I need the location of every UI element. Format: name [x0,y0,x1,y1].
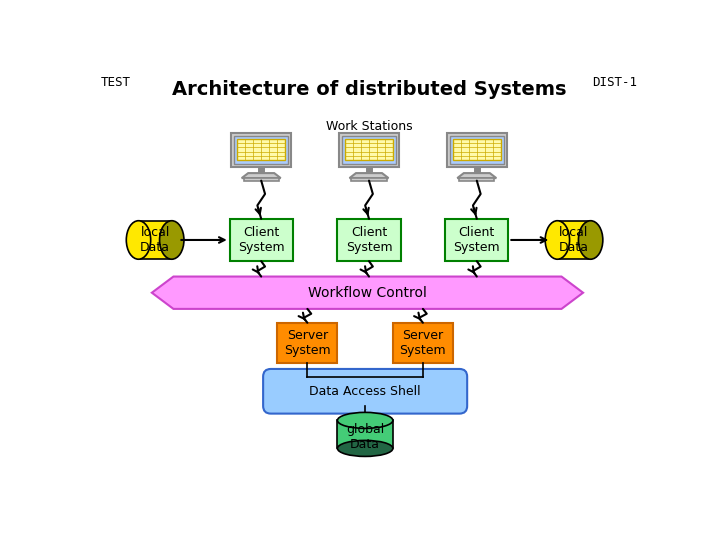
FancyBboxPatch shape [230,219,293,261]
Polygon shape [138,221,172,259]
Text: Architecture of distributed Systems: Architecture of distributed Systems [172,80,566,99]
Text: Client
System: Client System [238,226,284,254]
FancyBboxPatch shape [238,139,285,160]
Ellipse shape [578,221,603,259]
Text: local
Data: local Data [140,226,170,254]
Text: TEST: TEST [101,76,131,89]
Polygon shape [349,173,389,178]
Ellipse shape [126,221,150,259]
FancyBboxPatch shape [445,219,508,261]
FancyBboxPatch shape [243,178,279,180]
FancyBboxPatch shape [351,178,387,180]
FancyBboxPatch shape [459,178,495,180]
FancyBboxPatch shape [342,136,396,164]
FancyBboxPatch shape [338,219,400,261]
FancyBboxPatch shape [393,323,453,363]
FancyBboxPatch shape [447,132,507,167]
Polygon shape [338,420,393,448]
Polygon shape [557,221,590,259]
FancyBboxPatch shape [231,132,291,167]
Text: DIST-1: DIST-1 [592,76,637,89]
Ellipse shape [545,221,570,259]
FancyBboxPatch shape [339,132,399,167]
Text: Data Access Shell: Data Access Shell [310,385,421,398]
FancyBboxPatch shape [345,139,393,160]
Text: Work Stations: Work Stations [325,120,413,133]
Ellipse shape [338,441,393,456]
FancyBboxPatch shape [263,369,467,414]
Text: local
Data: local Data [559,226,589,254]
Text: Server
System: Server System [284,329,330,357]
FancyBboxPatch shape [234,136,288,164]
Ellipse shape [160,221,184,259]
Text: Workflow Control: Workflow Control [308,286,427,300]
Polygon shape [457,173,496,178]
Text: Server
System: Server System [400,329,446,357]
Polygon shape [242,173,281,178]
FancyBboxPatch shape [450,136,504,164]
FancyBboxPatch shape [277,323,338,363]
Polygon shape [152,276,583,309]
Ellipse shape [338,413,393,428]
Text: Client
System: Client System [454,226,500,254]
Text: Client
System: Client System [346,226,392,254]
FancyBboxPatch shape [453,139,500,160]
Text: global
Data: global Data [346,423,384,451]
